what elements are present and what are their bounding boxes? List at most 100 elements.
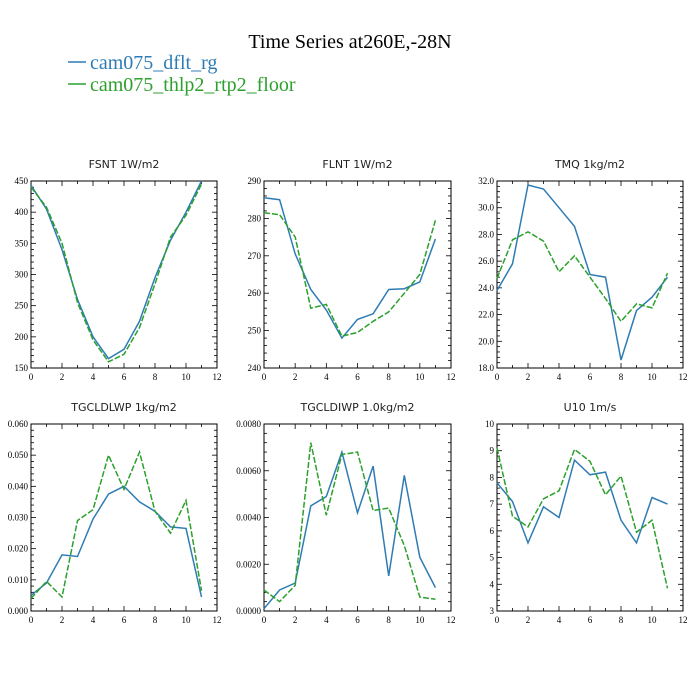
y-tick-label: 26.0 bbox=[478, 256, 494, 266]
x-tick-label: 12 bbox=[447, 615, 456, 625]
y-tick-label: 250 bbox=[15, 301, 29, 311]
x-tick-label: 6 bbox=[355, 372, 360, 382]
series-line-dflt bbox=[30, 180, 203, 360]
x-tick-label: 4 bbox=[91, 372, 96, 382]
x-tick-label: 8 bbox=[153, 615, 158, 625]
x-tick-label: 10 bbox=[182, 372, 192, 382]
series-line-dflt bbox=[30, 485, 203, 598]
x-tick-label: 4 bbox=[91, 615, 96, 625]
y-tick-label: 0.0060 bbox=[236, 466, 261, 476]
series-line-dflt bbox=[496, 184, 669, 361]
y-tick-label: 6 bbox=[490, 526, 495, 536]
panel-title: FSNT 1W/m2 bbox=[89, 158, 160, 171]
x-tick-label: 8 bbox=[153, 372, 158, 382]
x-tick-label: 6 bbox=[588, 372, 593, 382]
x-tick-label: 2 bbox=[60, 615, 65, 625]
x-tick-label: 4 bbox=[557, 615, 562, 625]
x-tick-label: 12 bbox=[213, 615, 222, 625]
series-line-floor bbox=[263, 442, 436, 603]
y-tick-label: 270 bbox=[248, 251, 262, 261]
y-tick-label: 350 bbox=[15, 238, 29, 248]
x-tick-label: 0 bbox=[29, 372, 34, 382]
y-tick-label: 200 bbox=[15, 332, 29, 342]
y-tick-label: 0.060 bbox=[8, 419, 29, 429]
x-tick-label: 10 bbox=[182, 615, 192, 625]
x-tick-label: 0 bbox=[495, 615, 500, 625]
x-tick-label: 6 bbox=[355, 615, 360, 625]
series-line-floor bbox=[263, 212, 437, 338]
panel-1: FSNT 1W/m2 0 2 4 6 8 10 12 150 200 250 300 350 400 450 bbox=[15, 158, 222, 382]
series-line-floor bbox=[30, 183, 203, 363]
y-tick-label: 0.030 bbox=[8, 513, 29, 523]
legend: cam075_dflt_rg cam075_thlp2_rtp2_floor bbox=[68, 52, 296, 96]
legend-label-dflt: cam075_dflt_rg bbox=[90, 52, 217, 74]
y-tick-label: 280 bbox=[248, 213, 262, 223]
y-tick-label: 18.0 bbox=[478, 363, 494, 373]
x-tick-label: 2 bbox=[293, 615, 298, 625]
y-tick-label: 150 bbox=[15, 363, 29, 373]
y-tick-label: 450 bbox=[15, 176, 29, 186]
y-tick-label: 30.0 bbox=[478, 203, 494, 213]
x-tick-label: 10 bbox=[648, 372, 658, 382]
panels: FSNT 1W/m20 2 4 6 8 10 12150200250300350400450… bbox=[8, 158, 688, 625]
y-tick-label: 290 bbox=[248, 176, 262, 186]
y-tick-label: 9 bbox=[490, 446, 495, 456]
x-tick-label: 12 bbox=[679, 372, 688, 382]
x-tick-label: 0 bbox=[29, 615, 34, 625]
y-tick-label: 22.0 bbox=[478, 310, 494, 320]
x-tick-label: 2 bbox=[293, 372, 298, 382]
y-tick-label: 32.0 bbox=[478, 176, 494, 186]
x-tick-label: 2 bbox=[526, 615, 531, 625]
x-tick-label: 6 bbox=[588, 615, 593, 625]
y-tick-label: 0.000 bbox=[8, 606, 29, 616]
series-line-dflt bbox=[263, 197, 437, 340]
y-tick-label: 0.020 bbox=[8, 544, 29, 554]
y-tick-label: 250 bbox=[248, 326, 262, 336]
x-tick-label: 2 bbox=[60, 372, 65, 382]
y-tick-label: 10 bbox=[485, 419, 495, 429]
y-tick-label: 24.0 bbox=[478, 283, 494, 293]
x-tick-label: 4 bbox=[557, 372, 562, 382]
y-tick-label: 0.010 bbox=[8, 575, 29, 585]
x-tick-label: 8 bbox=[386, 372, 391, 382]
x-tick-label: 10 bbox=[415, 372, 425, 382]
panel-title: TMQ 1kg/m2 bbox=[554, 158, 625, 171]
x-tick-label: 12 bbox=[679, 615, 688, 625]
y-tick-label: 28.0 bbox=[478, 229, 494, 239]
y-tick-label: 300 bbox=[15, 270, 29, 280]
x-tick-label: 8 bbox=[386, 615, 391, 625]
legend-label-floor: cam075_thlp2_rtp2_floor bbox=[90, 74, 296, 96]
y-tick-label: 0.050 bbox=[8, 450, 29, 460]
series-line-floor bbox=[30, 449, 203, 600]
x-tick-label: 0 bbox=[262, 372, 267, 382]
y-tick-label: 0.0080 bbox=[236, 419, 261, 429]
series-line-dflt bbox=[496, 458, 668, 545]
series-line-dflt bbox=[263, 449, 437, 610]
x-tick-label: 12 bbox=[213, 372, 222, 382]
x-tick-label: 10 bbox=[415, 615, 425, 625]
x-tick-label: 8 bbox=[619, 615, 624, 625]
x-tick-label: 0 bbox=[495, 372, 500, 382]
y-tick-label: 260 bbox=[248, 288, 262, 298]
y-tick-label: 240 bbox=[248, 363, 262, 373]
panel-6: U10 1m/s 0 2 4 6 8 10 12 3 4 5 6 7 8 9 10 bbox=[485, 401, 688, 625]
y-tick-label: 5 bbox=[490, 553, 495, 563]
x-tick-label: 4 bbox=[324, 372, 329, 382]
y-tick-label: 0.0040 bbox=[236, 513, 261, 523]
y-tick-label: 400 bbox=[15, 207, 29, 217]
panel-4: TGCLDLWP 1kg/m2 0 2 4 6 8 10 12 0.000 0.010 0.020 0… bbox=[8, 401, 222, 625]
y-tick-label: 20.0 bbox=[478, 336, 494, 346]
panel-title: TGCLDLWP 1kg/m2 bbox=[70, 401, 176, 414]
x-tick-label: 10 bbox=[648, 615, 658, 625]
panel-3: TMQ 1kg/m2 0 2 4 6 8 10 12 18.0 20.0 22.0 24.0 26.0 2… bbox=[478, 158, 687, 382]
y-tick-label: 7 bbox=[490, 499, 495, 509]
figure-title: Time Series at260E,-28N bbox=[248, 31, 451, 53]
x-tick-label: 8 bbox=[619, 372, 624, 382]
x-tick-label: 6 bbox=[122, 372, 127, 382]
y-tick-label: 3 bbox=[490, 606, 495, 616]
x-tick-label: 6 bbox=[122, 615, 127, 625]
plot-frame bbox=[496, 423, 684, 612]
series-line-floor bbox=[496, 447, 669, 589]
x-tick-label: 4 bbox=[324, 615, 329, 625]
